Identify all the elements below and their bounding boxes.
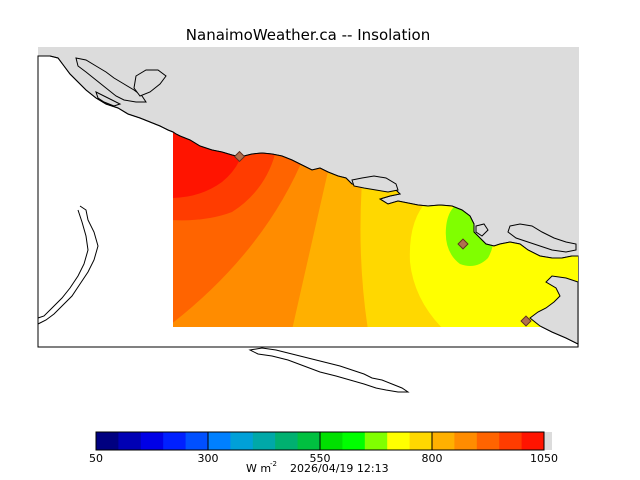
colorbar-tick-label: 1050 <box>530 452 558 465</box>
colorbar-overflow <box>544 432 552 450</box>
unit-exponent: -2 <box>270 460 277 468</box>
colorbar-tick-label: 800 <box>422 452 443 465</box>
island-gabriola <box>507 223 577 253</box>
colorbar-swatch <box>252 432 276 450</box>
colorbar-swatch <box>163 432 187 450</box>
colorbar-swatch <box>364 432 388 450</box>
colorbar-swatch <box>208 432 231 450</box>
colorbar-swatch <box>185 432 209 450</box>
colorbar-swatch <box>454 432 478 450</box>
colorbar-swatch <box>409 432 433 450</box>
colorbar-swatch <box>499 432 523 450</box>
map-title: NanaimoWeather.ca -- Insolation <box>186 26 430 44</box>
island-south <box>248 347 410 393</box>
insolation-contour-field <box>173 132 578 327</box>
station-marker-south <box>520 315 532 327</box>
colorbar-tick-label: 550 <box>310 452 331 465</box>
colorbar-swatch <box>432 432 455 450</box>
station-marker-nanaimo <box>457 238 469 250</box>
colorbar-swatch <box>140 432 164 450</box>
west-inlet-line-inner <box>37 209 89 319</box>
colorbar-swatch <box>118 432 142 450</box>
colorbar-swatch <box>297 432 321 450</box>
station-marker-west <box>233 150 246 163</box>
island-lasqueti <box>351 175 399 193</box>
colorbar-swatch <box>342 432 366 450</box>
colorbar-ticks: 50 300 550 800 1050 <box>89 432 558 465</box>
unit-label: W m <box>246 462 271 475</box>
timestamp: 2026/04/19 12:13 <box>290 462 389 475</box>
colorbar-swatch <box>96 432 119 450</box>
colorbar-swatch <box>387 432 411 450</box>
colorbar <box>95 431 552 451</box>
island-texada-sliver <box>95 91 122 107</box>
colorbar-swatch <box>476 432 500 450</box>
mainland-coastline <box>38 55 578 259</box>
colorbar-swatch <box>320 432 343 450</box>
colorbar-swatch <box>230 432 254 450</box>
island-protection <box>475 223 489 237</box>
island-north-large <box>75 57 147 103</box>
colorbar-tick-label: 300 <box>198 452 219 465</box>
west-inlet-line <box>37 205 99 325</box>
colorbar-swatch <box>275 432 299 450</box>
southern-coastline <box>529 275 579 345</box>
colorbar-swatch <box>521 432 545 450</box>
colorbar-tick-label: 50 <box>89 452 103 465</box>
island-north-small <box>133 69 167 97</box>
